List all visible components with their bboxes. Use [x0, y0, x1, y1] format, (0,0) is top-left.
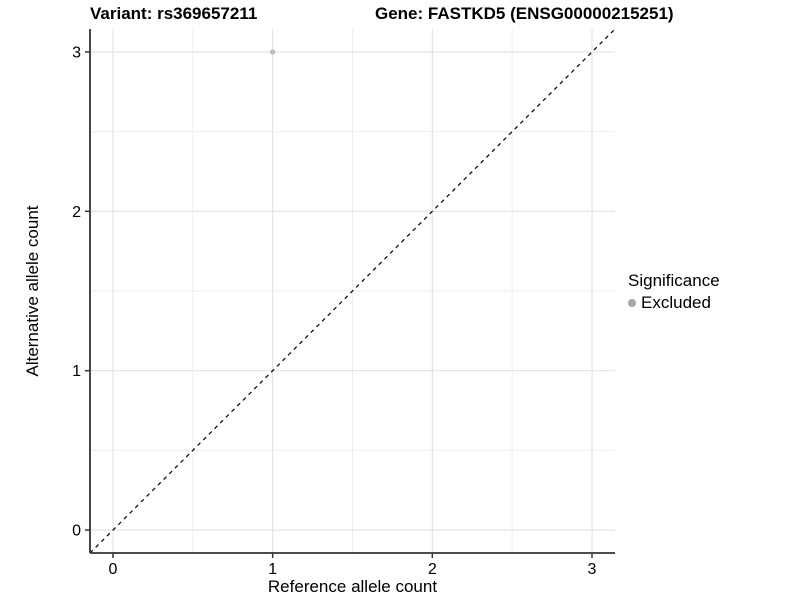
legend-entry-excluded: Excluded — [628, 293, 720, 313]
y-tick-label: 2 — [72, 204, 81, 221]
variant-title: Variant: rs369657211 — [90, 4, 258, 23]
data-point — [269, 49, 276, 55]
identity-line — [89, 28, 616, 554]
x-tick-label: 1 — [268, 561, 277, 578]
y-tick-label: 1 — [72, 363, 81, 380]
gene-title: Gene: FASTKD5 (ENSG00000215251) — [375, 4, 674, 23]
y-tick-label: 0 — [72, 523, 81, 540]
legend-point-icon — [628, 299, 636, 307]
y-tick-label: 3 — [72, 44, 81, 61]
legend-entry-label: Excluded — [641, 293, 711, 312]
legend-title: Significance — [628, 271, 720, 290]
x-tick-label: 2 — [428, 561, 437, 578]
x-tick-label: 0 — [109, 561, 118, 578]
x-axis-title: Reference allele count — [267, 577, 438, 596]
x-tick-label: 3 — [588, 561, 597, 578]
y-axis-title: Alternative allele count — [23, 205, 42, 377]
legend: Significance Excluded — [628, 271, 720, 313]
